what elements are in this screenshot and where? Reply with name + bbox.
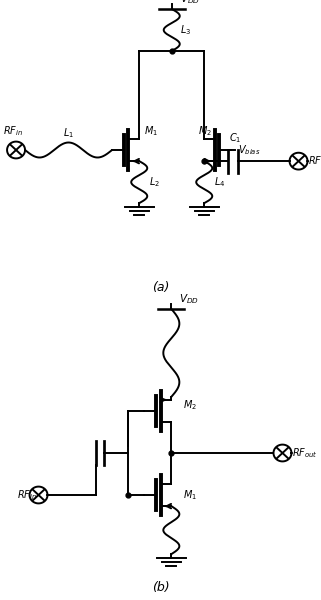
Text: $RF_{out}$: $RF_{out}$ [292, 446, 318, 460]
Text: $L_2$: $L_2$ [149, 175, 160, 189]
Text: $V_{DD}$: $V_{DD}$ [180, 0, 200, 6]
Text: $M_2$: $M_2$ [183, 398, 197, 412]
Text: $L_4$: $L_4$ [214, 175, 225, 189]
Text: $M_1$: $M_1$ [144, 124, 159, 138]
Text: $M_2$: $M_2$ [198, 124, 212, 138]
Text: $M_1$: $M_1$ [183, 488, 197, 502]
Text: (a): (a) [152, 281, 169, 294]
Text: $L_3$: $L_3$ [180, 23, 191, 37]
Text: $RF_{in}$: $RF_{in}$ [3, 124, 23, 138]
Text: $RF_{out}$: $RF_{out}$ [308, 154, 321, 168]
Text: $RF_{in}$: $RF_{in}$ [17, 488, 37, 502]
Text: (b): (b) [152, 581, 169, 594]
Text: $L_1$: $L_1$ [63, 125, 74, 139]
Text: $C_1$: $C_1$ [229, 131, 241, 145]
Text: $V_{DD}$: $V_{DD}$ [179, 292, 199, 306]
Text: $V_{bias}$: $V_{bias}$ [238, 143, 260, 157]
